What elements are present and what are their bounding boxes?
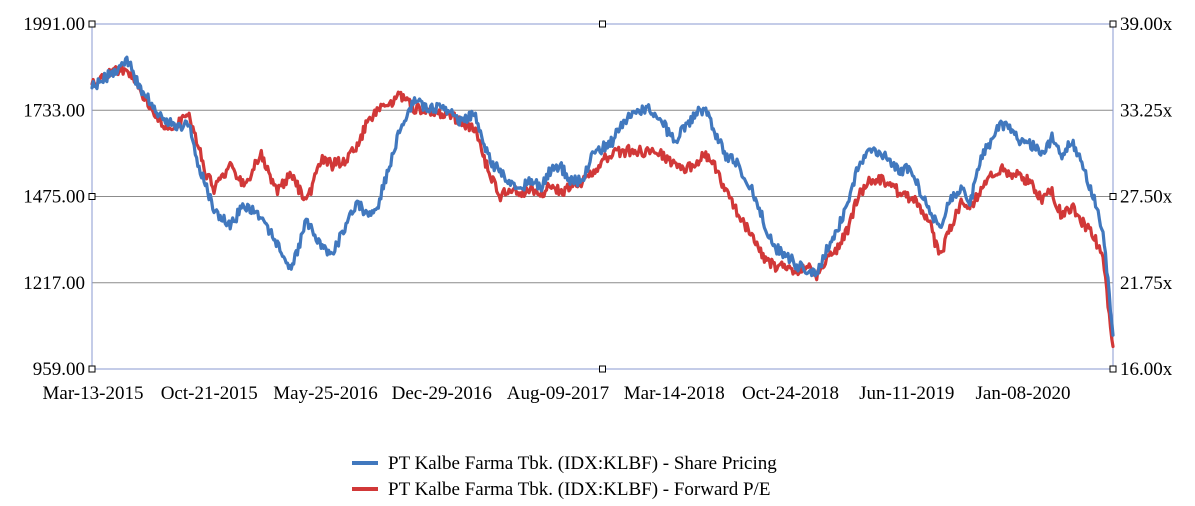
y-right-tick-label: 21.75x [1120, 273, 1173, 294]
selection-handles [88, 20, 1117, 373]
x-tick-label: Oct-21-2015 [161, 383, 258, 404]
left-axis-tick-labels: 1991.00 1733.00 1475.00 1217.00 959.00 [23, 14, 85, 380]
series-layer [90, 55, 1115, 349]
resize-handle[interactable] [1109, 20, 1117, 28]
y-right-tick-label: 27.50x [1120, 187, 1173, 208]
resize-handle[interactable] [1109, 193, 1117, 200]
x-tick-label: Oct-24-2018 [742, 383, 839, 404]
x-tick-label: Mar-14-2018 [624, 383, 725, 404]
legend: PT Kalbe Farma Tbk. (IDX:KLBF) - Share P… [352, 453, 777, 500]
resize-handle[interactable] [88, 365, 96, 373]
legend-label: PT Kalbe Farma Tbk. (IDX:KLBF) - Forward… [388, 479, 770, 500]
resize-handle[interactable] [88, 20, 96, 28]
y-left-tick-label: 1217.00 [23, 273, 85, 294]
x-axis-tick-labels: Mar-13-2015 Oct-21-2015 May-25-2016 Dec-29-… [43, 383, 1071, 404]
x-tick-label: Jun-11-2019 [859, 383, 954, 404]
y-left-tick-label: 959.00 [33, 359, 85, 380]
resize-handle[interactable] [599, 365, 606, 373]
y-left-tick-label: 1733.00 [23, 100, 85, 121]
resize-handle[interactable] [88, 193, 96, 200]
y-right-tick-label: 16.00x [1120, 359, 1173, 380]
share-pricing-line [90, 55, 1115, 337]
x-tick-label: Mar-13-2015 [43, 383, 144, 404]
y-right-tick-label: 33.25x [1120, 100, 1173, 121]
x-tick-label: Jan-08-2020 [976, 383, 1071, 404]
x-tick-label: Dec-29-2016 [392, 383, 492, 404]
y-right-tick-label: 39.00x [1120, 14, 1173, 35]
resize-handle[interactable] [1109, 365, 1117, 373]
y-left-tick-label: 1475.00 [23, 187, 85, 208]
x-tick-label: May-25-2016 [273, 383, 377, 404]
legend-label: PT Kalbe Farma Tbk. (IDX:KLBF) - Share P… [388, 453, 777, 474]
gridlines [92, 109, 1113, 284]
resize-handle[interactable] [599, 20, 606, 28]
forward-pe-line [90, 64, 1115, 349]
x-tick-label: Aug-09-2017 [507, 383, 609, 404]
right-axis-tick-labels: 39.00x 33.25x 27.50x 21.75x 16.00x [1120, 14, 1173, 380]
y-left-tick-label: 1991.00 [23, 14, 85, 35]
